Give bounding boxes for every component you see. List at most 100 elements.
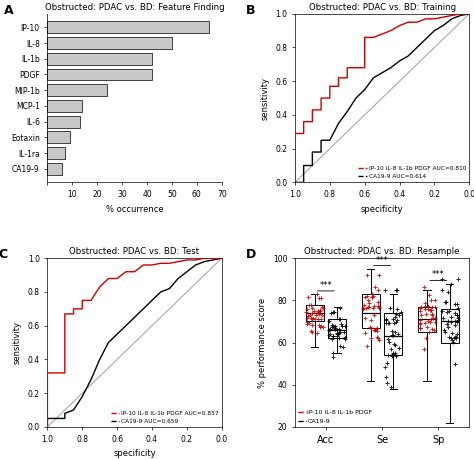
Point: [448, 336, 456, 343]
Point: [452, 333, 459, 341]
Bar: [384, 313, 402, 355]
Point: [309, 329, 316, 336]
Point: [367, 334, 374, 341]
Point: [391, 319, 398, 327]
Point: [329, 332, 337, 339]
Point: [375, 336, 383, 343]
Point: [387, 384, 395, 391]
Point: [371, 326, 379, 333]
Point: [431, 296, 439, 303]
Text: ***: ***: [319, 281, 332, 290]
Point: [452, 317, 459, 325]
Point: [383, 320, 390, 327]
Point: [375, 303, 383, 311]
Point: [417, 324, 424, 331]
Point: [375, 271, 383, 278]
Point: [326, 317, 333, 324]
Point: [373, 334, 381, 341]
Point: [431, 314, 438, 321]
Point: [328, 322, 336, 329]
Point: [307, 314, 315, 321]
Point: [447, 334, 454, 341]
Point: [304, 306, 311, 313]
Text: C: C: [0, 248, 8, 261]
Point: [329, 349, 337, 356]
Text: ***: ***: [376, 256, 389, 264]
Point: [374, 299, 382, 306]
Point: [428, 314, 436, 321]
Title: Obstructed: PDAC vs. BD: Test: Obstructed: PDAC vs. BD: Test: [70, 247, 200, 256]
Point: [312, 312, 320, 319]
Point: [316, 306, 324, 313]
Point: [453, 301, 460, 308]
Point: [397, 308, 405, 316]
Point: [428, 315, 435, 323]
Point: [392, 313, 399, 321]
Point: [372, 325, 380, 333]
Bar: [328, 319, 346, 338]
Point: [367, 316, 374, 323]
Point: [392, 353, 400, 360]
Point: [390, 349, 397, 357]
Point: [382, 286, 389, 294]
Point: [392, 328, 399, 335]
Point: [452, 361, 459, 368]
Point: [313, 291, 320, 298]
Point: [416, 325, 423, 332]
Point: [334, 330, 341, 337]
Point: [385, 319, 393, 327]
Point: [303, 314, 311, 321]
X-axis label: % occurrence: % occurrence: [106, 205, 164, 213]
Point: [450, 338, 457, 346]
Bar: [47, 22, 209, 33]
Point: [438, 308, 446, 315]
Point: [365, 303, 373, 311]
Point: [382, 373, 389, 381]
Point: [454, 314, 462, 321]
Point: [431, 319, 439, 326]
Point: [325, 331, 333, 338]
Point: [330, 323, 338, 330]
Text: B: B: [246, 4, 255, 17]
Point: [383, 380, 391, 387]
Point: [375, 305, 383, 312]
Point: [450, 335, 458, 342]
Point: [304, 312, 312, 319]
Point: [453, 330, 461, 337]
Point: [316, 324, 324, 331]
Point: [389, 315, 397, 323]
Point: [336, 315, 343, 323]
Point: [313, 329, 321, 336]
Point: [394, 330, 401, 338]
Point: [318, 303, 326, 310]
Point: [428, 307, 435, 314]
Bar: [362, 294, 380, 328]
Point: [438, 287, 446, 294]
Point: [329, 332, 337, 340]
Point: [311, 315, 319, 322]
Point: [421, 299, 428, 306]
Point: [444, 288, 452, 296]
Point: [427, 307, 434, 314]
Point: [421, 319, 429, 326]
Y-axis label: sensitivity: sensitivity: [13, 321, 22, 364]
Point: [416, 325, 424, 332]
Point: [416, 308, 424, 315]
Point: [421, 305, 429, 313]
Point: [382, 317, 390, 324]
Point: [392, 311, 400, 318]
Point: [452, 333, 459, 341]
Point: [365, 304, 372, 311]
Point: [453, 318, 461, 325]
Point: [328, 323, 336, 330]
Point: [341, 322, 349, 330]
Point: [369, 293, 376, 300]
Point: [366, 323, 374, 330]
Point: [445, 333, 453, 341]
Point: [309, 315, 316, 323]
Point: [424, 318, 432, 325]
Point: [328, 336, 336, 343]
Point: [333, 327, 341, 334]
Point: [391, 341, 398, 348]
Bar: [47, 84, 107, 96]
